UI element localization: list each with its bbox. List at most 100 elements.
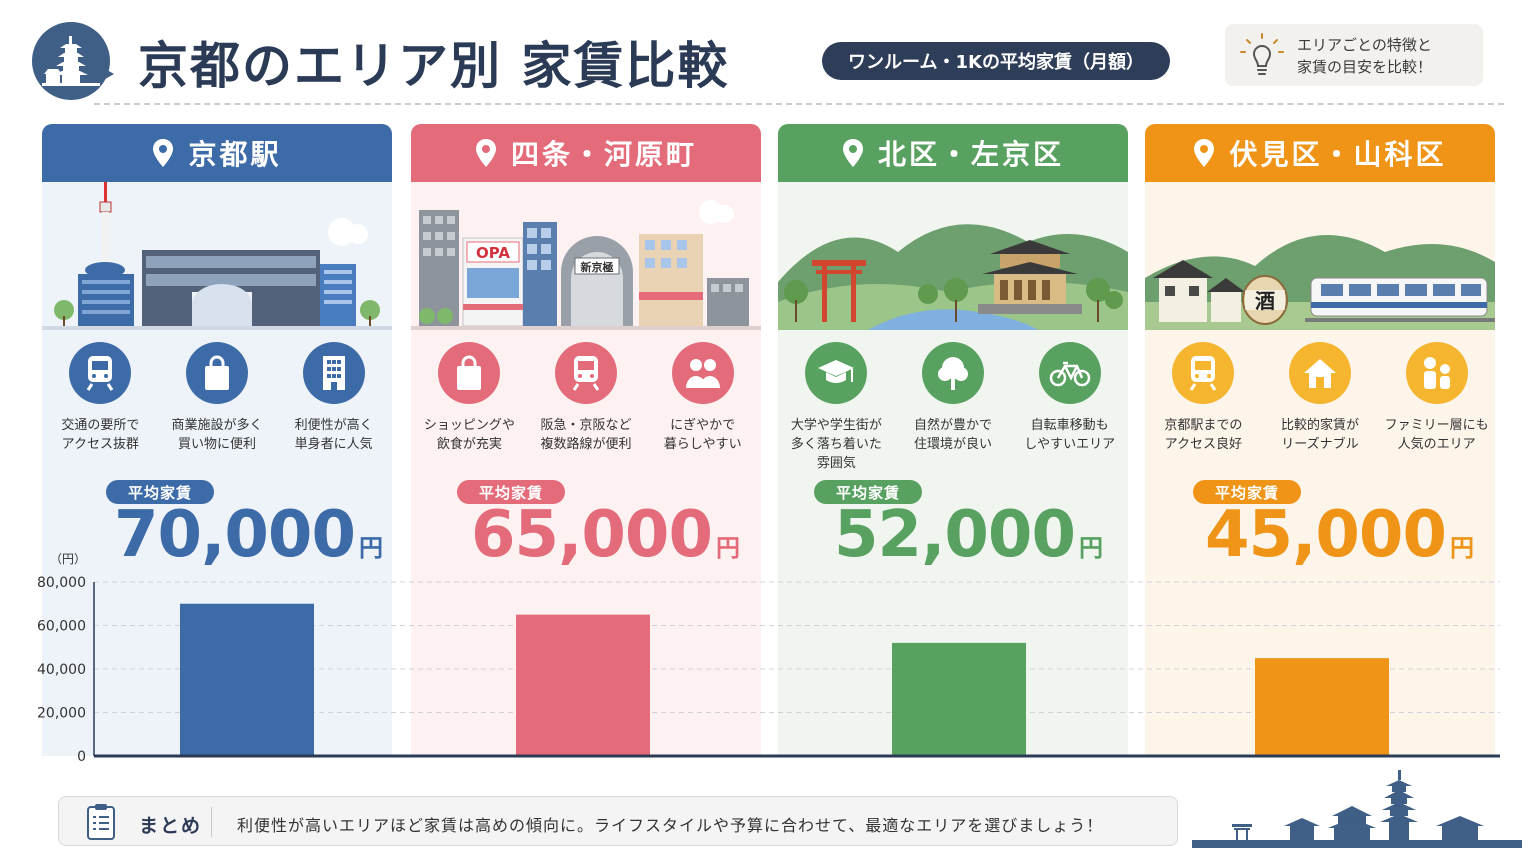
nature-temple-scene-illustration bbox=[778, 224, 1128, 330]
feature-list: 京都駅までの アクセス良好 比較的家賃が リーズナブル ファミリー層にも 人気の… bbox=[1145, 342, 1495, 454]
shopping-bag-icon bbox=[185, 342, 248, 404]
summary-text: 利便性が高いエリアほど家賃は高めの傾向に。ライフスタイルや予算に合わせて、最適な… bbox=[237, 816, 1104, 835]
logo-tail bbox=[100, 66, 114, 82]
building-icon bbox=[302, 342, 365, 404]
area-name: 北区・左京区 bbox=[877, 138, 1064, 171]
area-card-header: 伏見区・山科区 bbox=[1145, 124, 1495, 182]
average-rent-value: 70,000 円 bbox=[114, 498, 383, 572]
subtitle-badge: ワンルーム・1Kの平均家賃（月額） bbox=[822, 42, 1170, 80]
average-rent-value: 65,000 円 bbox=[471, 498, 740, 572]
feature-text: 阪急・京阪など 複数路線が便利 bbox=[540, 418, 632, 452]
summary-box: まとめ 利便性が高いエリアほど家賃は高めの傾向に。ライフスタイルや予算に合わせて… bbox=[58, 796, 1178, 846]
header-divider bbox=[94, 103, 1504, 105]
area-card-kita-sakyo: 北区・左京区 大学や学生街が 多く落ち着いた 雰囲気 自然が豊かで bbox=[778, 124, 1128, 756]
feature-list: 大学や学生街が 多く落ち着いた 雰囲気 自然が豊かで 住環境が良い 自転車移動も… bbox=[778, 342, 1128, 473]
summary-divider bbox=[211, 807, 212, 837]
tip-text: エリアごとの特徴と 家賃の目安を比較！ bbox=[1297, 34, 1432, 78]
family-icon bbox=[1405, 342, 1468, 404]
feature-list: ショッピングや 飲食が充実 阪急・京阪など 複数路線が便利 にぎやかで 暮らしや… bbox=[411, 342, 761, 454]
y-tick-label: 80,000 bbox=[37, 575, 86, 591]
price-number: 65,000 bbox=[471, 498, 713, 572]
shopping-street-scene-illustration: OPA 新京極 bbox=[411, 200, 761, 330]
feature-text: 利便性が高く 単身者に人気 bbox=[294, 418, 373, 452]
tip-line-1: エリアごとの特徴と bbox=[1297, 36, 1432, 54]
price-number: 52,000 bbox=[834, 498, 1076, 572]
y-tick-label: 40,000 bbox=[37, 662, 86, 678]
price-unit: 円 bbox=[358, 534, 383, 562]
sake-train-scene-illustration: 酒 bbox=[1145, 234, 1495, 330]
y-tick-label: 0 bbox=[77, 749, 86, 765]
area-name: 京都駅 bbox=[188, 138, 282, 171]
average-rent-badge: 平均家賃 bbox=[814, 480, 922, 504]
average-rent-value: 52,000 円 bbox=[834, 498, 1103, 572]
area-name: 伏見区・山科区 bbox=[1229, 138, 1447, 171]
bar-3 bbox=[892, 642, 1026, 756]
average-rent-badge: 平均家賃 bbox=[457, 480, 565, 504]
feature-item: 自転車移動も しやすいエリア bbox=[1016, 342, 1124, 473]
feature-item: 商業施設が多く 買い物に便利 bbox=[163, 342, 271, 454]
feature-text: 大学や学生街が 多く落ち着いた 雰囲気 bbox=[790, 418, 882, 471]
average-rent-badge: 平均家賃 bbox=[1193, 480, 1301, 504]
feature-item: 大学や学生街が 多く落ち着いた 雰囲気 bbox=[782, 342, 890, 473]
shopping-bag-icon bbox=[438, 342, 501, 404]
average-rent-value: 45,000 円 bbox=[1205, 498, 1474, 572]
location-pin-icon bbox=[1194, 139, 1215, 167]
feature-text: 交通の要所で アクセス抜群 bbox=[61, 418, 140, 452]
scene-sign-shinkyogoku: 新京極 bbox=[581, 260, 614, 274]
tip-line-2: 家賃の目安を比較！ bbox=[1297, 58, 1433, 76]
feature-list: 交通の要所で アクセス抜群 商業施設が多く 買い物に便利 利便性が高く 単身者に… bbox=[42, 342, 392, 454]
kyoto-station-scene-illustration bbox=[42, 182, 392, 330]
bar-4 bbox=[1255, 658, 1389, 756]
average-rent-badge: 平均家賃 bbox=[106, 480, 214, 504]
area-card-fushimi-yamashina: 伏見区・山科区 酒 京都駅までの アクセス良好 比較的家賃が リーズナブル bbox=[1145, 124, 1495, 756]
lightbulb-icon bbox=[1240, 33, 1284, 75]
tree-icon bbox=[921, 342, 984, 404]
feature-text: 比較的家賃が リーズナブル bbox=[1280, 418, 1359, 452]
train-icon bbox=[1172, 342, 1235, 404]
kyoto-skyline-illustration bbox=[1192, 770, 1522, 848]
price-number: 45,000 bbox=[1205, 498, 1447, 572]
clipboard-icon bbox=[87, 804, 115, 840]
feature-item: 自然が豊かで 住環境が良い bbox=[899, 342, 1007, 473]
summary-label: まとめ bbox=[139, 815, 203, 837]
feature-text: 自転車移動も しやすいエリア bbox=[1024, 418, 1116, 452]
price-unit: 円 bbox=[715, 534, 740, 562]
area-card-header: 四条・河原町 bbox=[411, 124, 761, 182]
y-axis-unit-label: （円） bbox=[50, 552, 86, 566]
bar-2 bbox=[516, 614, 650, 756]
train-icon bbox=[69, 342, 132, 404]
bar-1 bbox=[180, 603, 314, 756]
location-pin-icon bbox=[153, 139, 174, 167]
scene-sign-sake: 酒 bbox=[1255, 289, 1275, 313]
feature-item: 比較的家賃が リーズナブル bbox=[1266, 342, 1374, 454]
bicycle-icon bbox=[1038, 342, 1101, 404]
train-icon bbox=[554, 342, 617, 404]
location-pin-icon bbox=[842, 139, 863, 167]
feature-item: 交通の要所で アクセス抜群 bbox=[46, 342, 154, 454]
feature-text: 商業施設が多く 買い物に便利 bbox=[171, 418, 263, 452]
feature-text: にぎやかで 暮らしやすい bbox=[663, 418, 742, 452]
price-unit: 円 bbox=[1078, 534, 1103, 562]
y-tick-label: 60,000 bbox=[37, 619, 86, 635]
feature-text: ファミリー層にも 人気のエリア bbox=[1384, 418, 1489, 452]
people-icon bbox=[671, 342, 734, 404]
price-number: 70,000 bbox=[114, 498, 356, 572]
rent-bar-chart: （円） 0 20,000 40,000 60,000 80,000 bbox=[37, 552, 1500, 765]
area-name: 四条・河原町 bbox=[510, 138, 697, 171]
feature-text: 自然が豊かで 住環境が良い bbox=[913, 418, 992, 452]
feature-item: ショッピングや 飲食が充実 bbox=[415, 342, 523, 454]
feature-item: 阪急・京阪など 複数路線が便利 bbox=[532, 342, 640, 454]
feature-item: 利便性が高く 単身者に人気 bbox=[280, 342, 388, 454]
price-unit: 円 bbox=[1449, 534, 1474, 562]
area-card-shijo-kawaramachi: 四条・河原町 OPA 新京極 ショッピングや 飲食が充実 bbox=[411, 124, 761, 756]
feature-item: 京都駅までの アクセス良好 bbox=[1149, 342, 1257, 454]
area-card-header: 北区・左京区 bbox=[778, 124, 1128, 182]
feature-item: ファミリー層にも 人気のエリア bbox=[1383, 342, 1491, 454]
feature-text: ショッピングや 飲食が充実 bbox=[423, 418, 515, 452]
scene-sign-opa: OPA bbox=[476, 244, 510, 262]
feature-text: 京都駅までの アクセス良好 bbox=[1164, 418, 1243, 452]
house-icon bbox=[1288, 342, 1351, 404]
feature-item: にぎやかで 暮らしやすい bbox=[649, 342, 757, 454]
page-title: 京都のエリア別 家賃比較 bbox=[138, 37, 730, 95]
area-card-header: 京都駅 bbox=[42, 124, 392, 182]
